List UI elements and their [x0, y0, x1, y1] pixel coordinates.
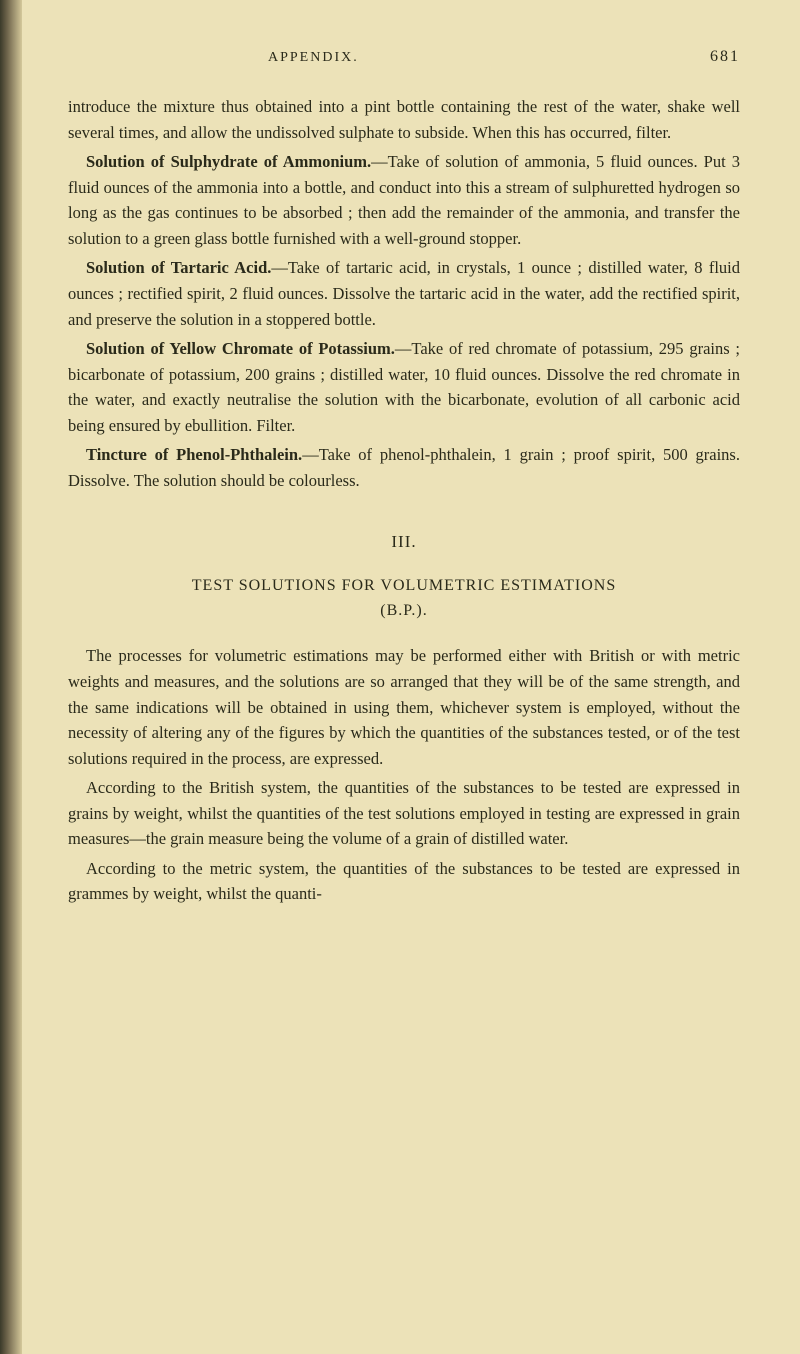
running-header: APPENDIX. 681 — [68, 48, 740, 66]
paragraph-processes: The processes for volumetric estimations… — [68, 643, 740, 771]
paragraph-tincture: Tincture of Phenol-Phthalein.—Take of ph… — [68, 442, 740, 493]
paragraph-metric-system: According to the metric system, the quan… — [68, 856, 740, 907]
paragraph-tartaric: Solution of Tartaric Acid.—Take of tarta… — [68, 255, 740, 332]
paragraph-intro: introduce the mixture thus obtained into… — [68, 94, 740, 145]
section-numeral: III. — [68, 529, 740, 555]
section-heading-line1: TEST SOLUTIONS FOR VOLUMETRIC ESTIMATION… — [192, 577, 616, 594]
paragraph-chromate: Solution of Yellow Chromate of Potassium… — [68, 336, 740, 438]
body-text: introduce the mixture thus obtained into… — [68, 94, 740, 907]
section-heading-line2: (B.P.). — [68, 599, 740, 624]
heading-sulphydrate: Solution of Sulphydrate of Ammonium. — [86, 152, 371, 171]
heading-tincture: Tincture of Phenol-Phthalein. — [86, 445, 302, 464]
paragraph-british-system: According to the British system, the qua… — [68, 775, 740, 852]
header-title: APPENDIX. — [268, 50, 359, 66]
heading-chromate: Solution of Yellow Chromate of Potassium… — [86, 339, 395, 358]
page-binding-shadow — [0, 0, 22, 1354]
page-number: 681 — [710, 48, 740, 66]
paragraph-sulphydrate: Solution of Sulphydrate of Ammonium.—Tak… — [68, 149, 740, 251]
section-heading: TEST SOLUTIONS FOR VOLUMETRIC ESTIMATION… — [68, 574, 740, 624]
page-content: APPENDIX. 681 introduce the mixture thus… — [68, 48, 740, 907]
heading-tartaric: Solution of Tartaric Acid. — [86, 258, 271, 277]
